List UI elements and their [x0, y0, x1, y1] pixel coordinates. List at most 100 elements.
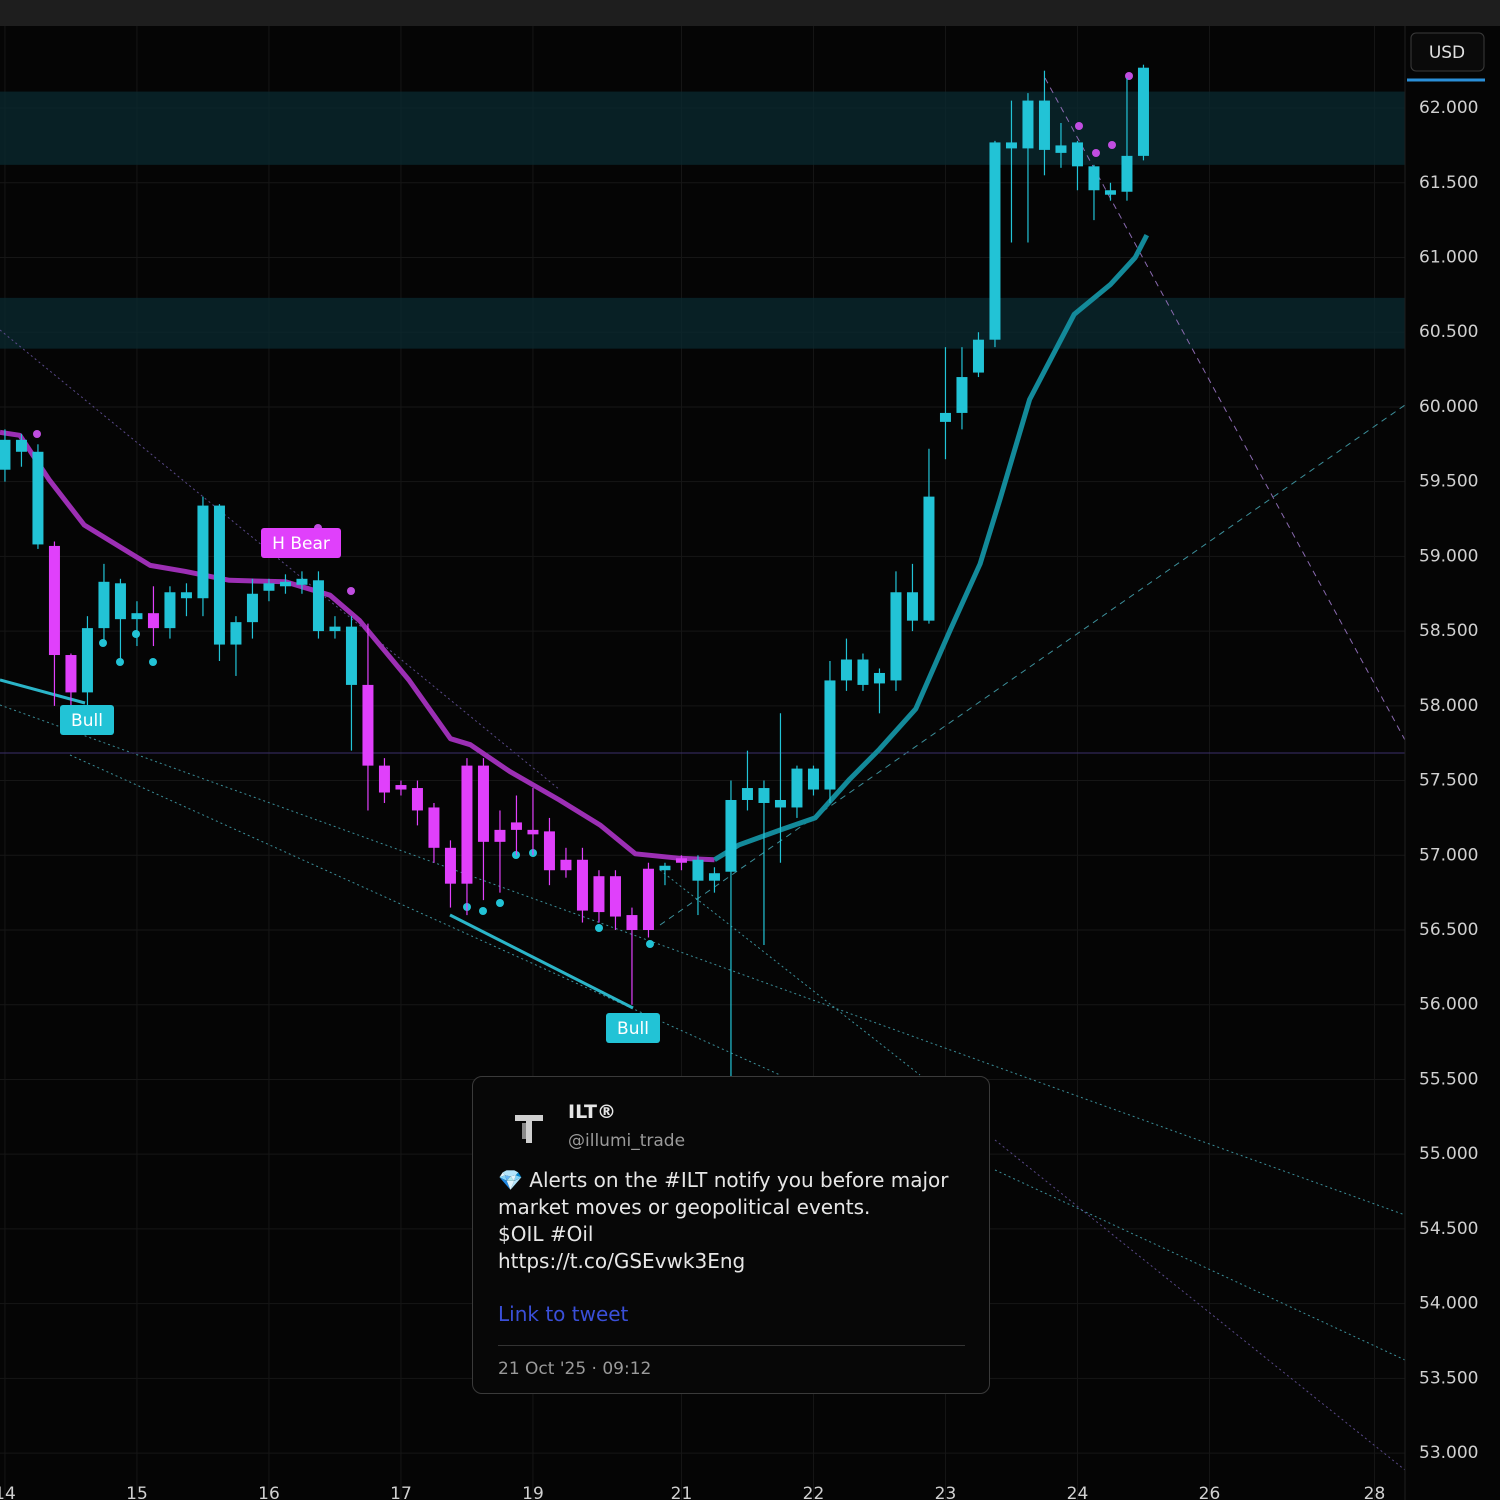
paragraph: 💎 Alerts on the #ILT notify you before m…: [498, 1168, 949, 1219]
x-tick-label: 19: [522, 1484, 544, 1500]
candle-body: [593, 876, 605, 913]
candle-body: [741, 788, 753, 800]
y-tick-label: 60.500: [1419, 322, 1478, 342]
signal-dot: [1125, 72, 1133, 80]
candle-body: [312, 580, 324, 632]
signal-dot: [132, 630, 140, 638]
y-tick-label: 54.000: [1419, 1294, 1478, 1314]
candle-body: [956, 377, 968, 413]
candle-body: [477, 765, 489, 842]
candle-body: [708, 873, 720, 881]
signal-dot: [116, 658, 124, 666]
paragraph: $OIL #Oil: [498, 1222, 594, 1246]
candle-body: [1137, 67, 1149, 156]
candle-body: [543, 831, 555, 871]
candle-body: [461, 765, 473, 884]
candle-body: [758, 788, 770, 803]
candle-body: [1005, 142, 1017, 149]
trend-line: [994, 1169, 1406, 1361]
candle-body: [890, 592, 902, 681]
candle-body: [1121, 155, 1133, 192]
candle-body: [395, 785, 407, 790]
tweet-link[interactable]: Link to tweet: [498, 1302, 629, 1326]
candle-body: [32, 451, 44, 545]
y-tick-label: 62.000: [1419, 98, 1478, 118]
candle-body: [494, 829, 506, 842]
author-handle: @illumi_trade: [568, 1131, 686, 1151]
candle-body: [857, 659, 869, 685]
candle-body: [213, 505, 225, 645]
y-tick-label: 61.500: [1419, 173, 1478, 193]
candle-body: [642, 868, 654, 931]
annotation-box: [261, 528, 341, 558]
candle-body: [774, 799, 786, 808]
annotation-box: [60, 705, 114, 735]
annotation-label: Bull: [617, 1019, 649, 1039]
candle-body: [197, 505, 209, 599]
price-scale: [1405, 26, 1500, 1500]
trend-line: [1044, 77, 1406, 741]
candle-body: [989, 142, 1001, 340]
annotation-label: Bull: [71, 711, 103, 731]
y-tick-label: 61.000: [1419, 247, 1478, 267]
annotation-box: [606, 1013, 660, 1043]
trend-line: [659, 404, 1406, 926]
candle-body: [725, 799, 737, 872]
candle-body: [279, 581, 291, 587]
separator: [498, 1345, 965, 1346]
y-tick-label: 53.000: [1419, 1443, 1478, 1463]
candle-body: [510, 822, 522, 830]
candle-body: [428, 807, 440, 848]
candle-body: [576, 859, 588, 911]
signal-dot: [347, 587, 355, 595]
signal-dot: [496, 899, 504, 907]
y-tick-label: 53.500: [1419, 1368, 1478, 1388]
candle-body: [560, 859, 572, 871]
candle-body: [15, 439, 27, 452]
top-bar: [0, 0, 1500, 26]
candle-body: [527, 829, 539, 835]
trend-line: [0, 704, 1406, 1216]
candle-body: [659, 865, 671, 871]
tweet-date: 21 Oct '25 · 09:12: [498, 1359, 652, 1379]
candle-body: [444, 847, 456, 884]
candle-body: [329, 626, 341, 632]
x-tick-label: 22: [803, 1484, 825, 1500]
y-tick-label: 58.000: [1419, 696, 1478, 716]
y-tick-label: 59.500: [1419, 472, 1478, 492]
moving-average: [0, 429, 715, 863]
candle-body: [1104, 190, 1116, 195]
x-tick-label: 15: [126, 1484, 148, 1500]
candle-body: [246, 593, 258, 623]
signal-dot: [1075, 122, 1083, 130]
zone: [0, 91, 1405, 165]
candle-body: [906, 592, 918, 621]
moving-average: [713, 233, 1150, 862]
y-tick-label: 55.000: [1419, 1144, 1478, 1164]
signal-dot: [595, 924, 603, 932]
candle-body: [675, 858, 687, 863]
candle-body: [791, 768, 803, 808]
paragraph: https://t.co/GSEvwk3Eng: [498, 1249, 746, 1273]
signal-dot: [1108, 141, 1116, 149]
candle-body: [362, 684, 374, 766]
candle-body: [807, 768, 819, 790]
x-tick-label: 23: [935, 1484, 957, 1500]
signal-dot: [1092, 149, 1100, 157]
annotation-label: H Bear: [272, 534, 330, 554]
x-tick-label: 16: [258, 1484, 280, 1500]
candle-body: [65, 655, 77, 693]
y-tick-label: 56.500: [1419, 920, 1478, 940]
x-tick-label: 21: [671, 1484, 693, 1500]
candle-body: [840, 659, 852, 681]
candle-body: [98, 581, 110, 629]
x-tick-label: 24: [1067, 1484, 1089, 1500]
y-tick-label: 54.500: [1419, 1219, 1478, 1239]
candle-body: [873, 672, 885, 684]
candle-body: [0, 439, 11, 470]
candle-body: [609, 876, 621, 917]
currency-label: USD: [1429, 43, 1465, 63]
signal-dot: [149, 658, 157, 666]
candle-body: [48, 545, 60, 656]
currency-box: [1410, 32, 1485, 72]
